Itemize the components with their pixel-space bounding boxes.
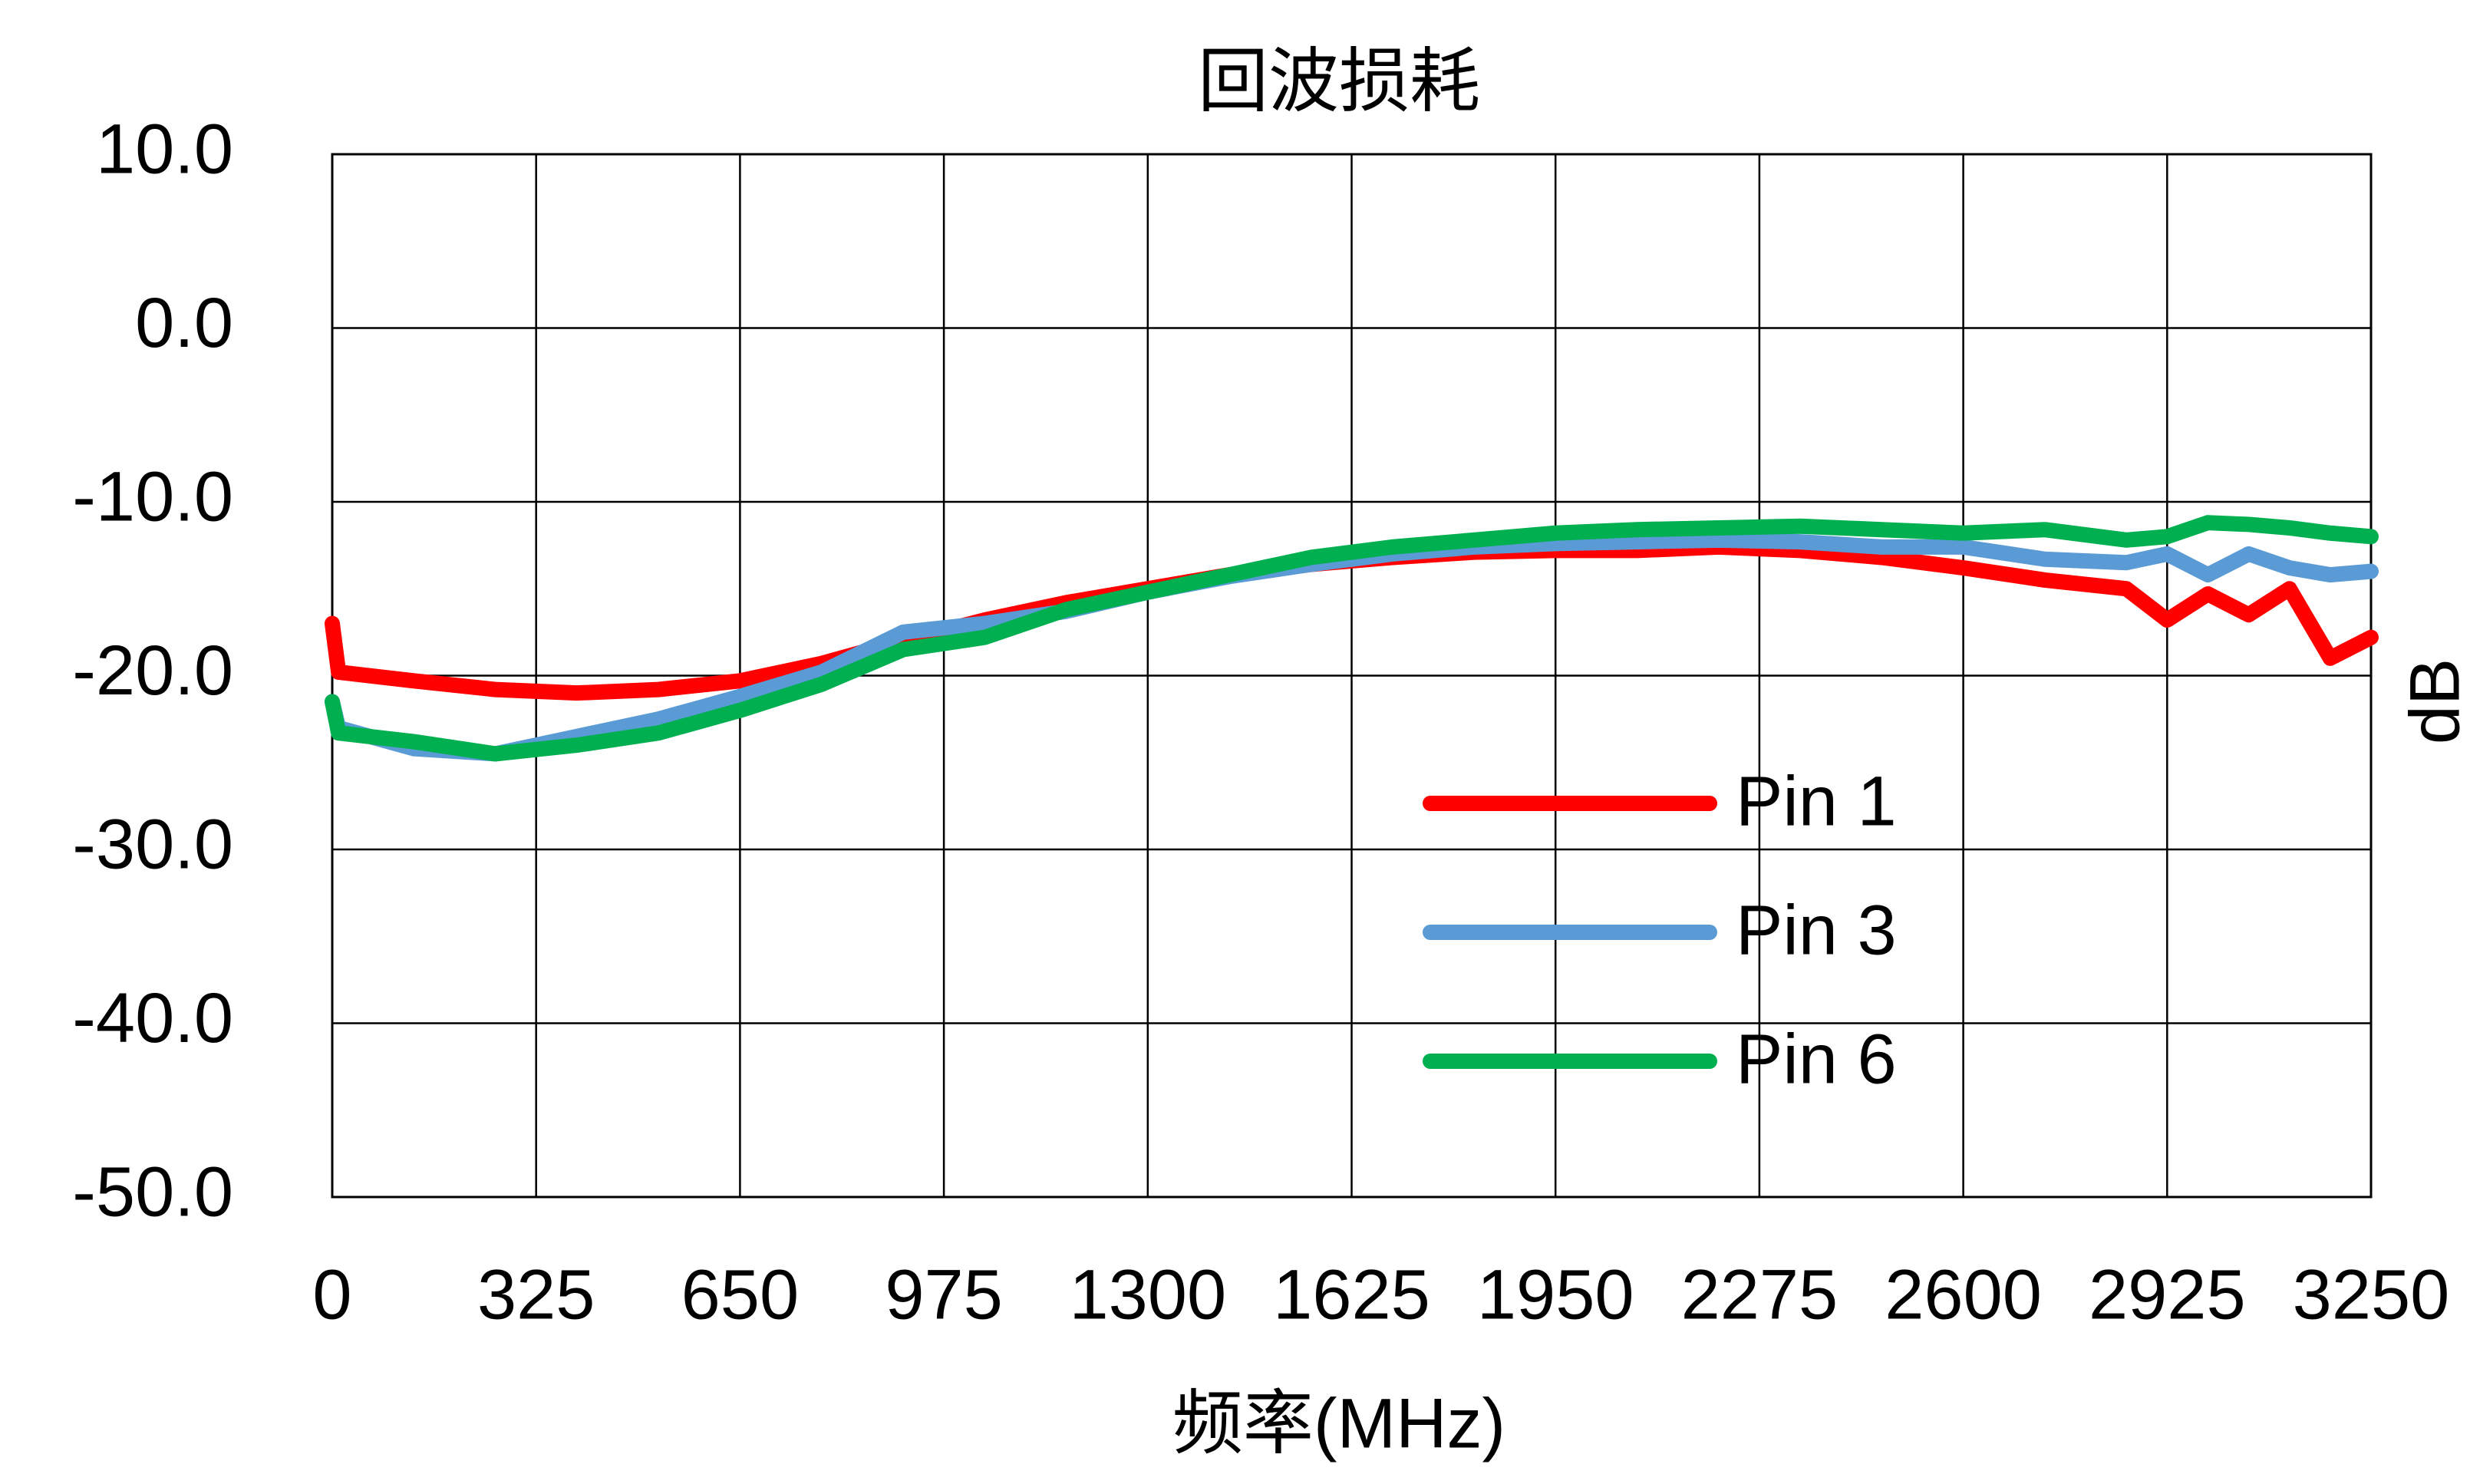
x-tick-label: 650 [681, 1255, 800, 1334]
legend-label: Pin 6 [1736, 1020, 1897, 1098]
y-tick-label: 10.0 [96, 110, 233, 188]
x-tick-label: 0 [312, 1255, 351, 1334]
y-tick-label: -10.0 [72, 457, 233, 536]
legend-label: Pin 1 [1736, 762, 1897, 840]
x-tick-label: 1950 [1477, 1255, 1634, 1334]
x-tick-label: 1300 [1069, 1255, 1226, 1334]
y-tick-label: -30.0 [72, 805, 233, 883]
y-axis-label: dB [2396, 658, 2470, 745]
x-tick-label: 2600 [1885, 1255, 2042, 1334]
x-tick-label: 1625 [1273, 1255, 1430, 1334]
legend-label: Pin 3 [1736, 891, 1897, 969]
x-tick-label: 2275 [1681, 1255, 1838, 1334]
x-axis-label: 频率(MHz) [1172, 1384, 1505, 1463]
series-line [325, 515, 2379, 762]
x-tick-label: 2925 [2089, 1255, 2246, 1334]
y-tick-label: 0.0 [135, 284, 233, 362]
y-tick-label: -50.0 [72, 1153, 233, 1231]
chart-title: 回波损耗 [1198, 42, 1480, 120]
x-tick-label: 975 [885, 1255, 1003, 1334]
x-tick-label: 3250 [2293, 1255, 2450, 1334]
y-tick-label: -40.0 [72, 979, 233, 1057]
y-tick-label: -20.0 [72, 632, 233, 710]
x-tick-label: 325 [477, 1255, 595, 1334]
